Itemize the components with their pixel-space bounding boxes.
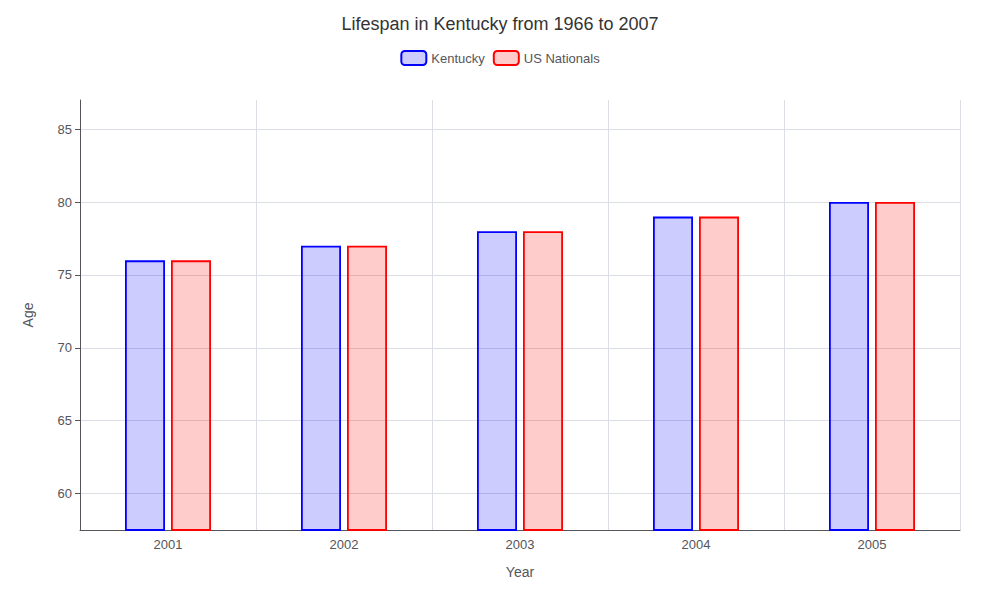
svg-text:2004: 2004: [682, 537, 711, 552]
svg-text:2003: 2003: [506, 537, 535, 552]
svg-text:60: 60: [58, 486, 72, 501]
svg-text:2001: 2001: [154, 537, 183, 552]
svg-text:75: 75: [58, 267, 72, 282]
svg-text:80: 80: [58, 195, 72, 210]
svg-text:Kentucky: Kentucky: [431, 51, 485, 66]
svg-text:Year: Year: [506, 564, 535, 580]
svg-text:85: 85: [58, 122, 72, 137]
svg-text:70: 70: [58, 340, 72, 355]
svg-text:2005: 2005: [858, 537, 887, 552]
svg-text:65: 65: [58, 413, 72, 428]
svg-text:2002: 2002: [330, 537, 359, 552]
svg-text:US Nationals: US Nationals: [524, 51, 600, 66]
svg-text:Lifespan in Kentucky from 1966: Lifespan in Kentucky from 1966 to 2007: [341, 14, 658, 34]
svg-text:Age: Age: [20, 302, 36, 327]
